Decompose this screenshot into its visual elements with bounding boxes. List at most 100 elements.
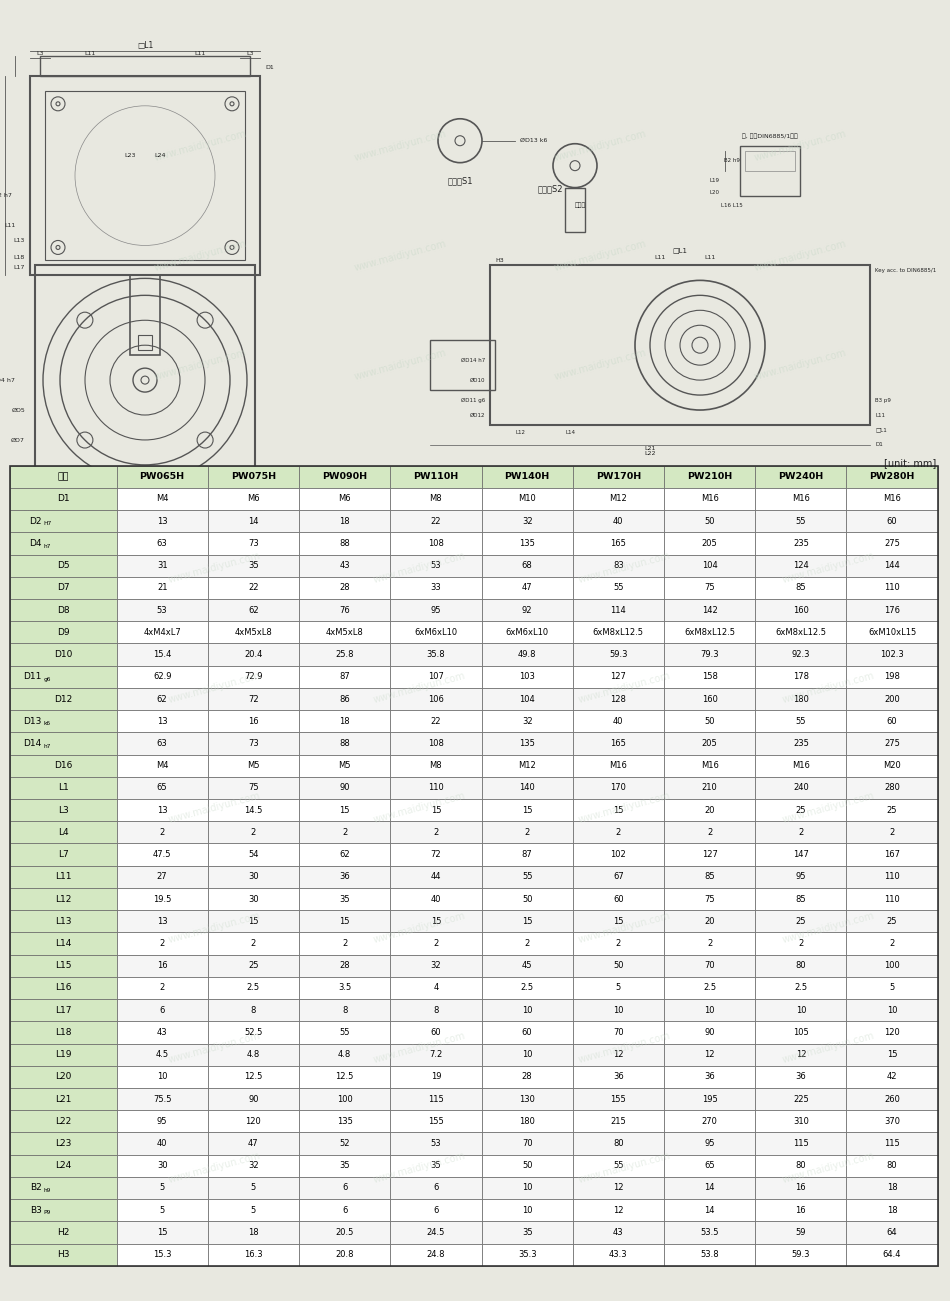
Bar [664,488,755,510]
Bar [573,488,664,510]
Bar [573,865,664,887]
Bar [482,1110,573,1132]
Text: 43: 43 [613,1228,624,1237]
Text: 270: 270 [702,1116,717,1125]
Text: 147: 147 [793,850,808,859]
Bar [664,576,755,598]
Text: www.maidiyun.com: www.maidiyun.com [371,1151,466,1185]
Text: 106: 106 [428,695,444,704]
Text: 90: 90 [339,783,350,792]
Text: 49.8: 49.8 [518,650,537,660]
Text: 65: 65 [704,1162,715,1171]
Bar [846,1110,938,1132]
Text: 12.5: 12.5 [335,1072,353,1081]
Bar [573,666,664,688]
Text: ØD8: ØD8 [208,497,222,502]
Text: www.maidiyun.com: www.maidiyun.com [752,238,847,273]
Text: 2: 2 [524,827,530,837]
Text: B2 h9: B2 h9 [724,159,740,163]
Bar [482,777,573,799]
Bar [846,621,938,644]
Text: 21: 21 [157,583,167,592]
Bar [299,1066,390,1088]
Text: www.maidiyun.com: www.maidiyun.com [553,238,647,273]
Text: ØD4 h7: ØD4 h7 [14,492,35,497]
Bar [208,1088,299,1110]
Text: 10: 10 [522,1184,532,1193]
Bar [846,1132,938,1155]
Text: 87: 87 [339,673,350,682]
Text: 42: 42 [887,1072,898,1081]
Bar [755,843,846,865]
Bar [846,666,938,688]
Text: 2.5: 2.5 [247,984,260,993]
Text: 160: 160 [793,605,808,614]
Text: 75: 75 [704,583,715,592]
Text: 55: 55 [613,583,623,592]
Bar [299,732,390,755]
Text: h7: h7 [44,744,51,748]
Text: 6: 6 [433,1184,439,1193]
Text: 102.3: 102.3 [881,650,904,660]
Text: □L1: □L1 [673,247,688,254]
Bar [664,755,755,777]
Bar [755,1155,846,1177]
Text: PW065H: PW065H [140,472,184,481]
Text: 15: 15 [339,805,350,814]
Bar [390,977,482,999]
Bar [573,644,664,666]
Text: 235: 235 [793,739,808,748]
Text: 15: 15 [157,1228,167,1237]
Text: 142: 142 [702,605,717,614]
Text: 7.2: 7.2 [429,1050,443,1059]
Bar [117,911,208,933]
Text: 155: 155 [611,1094,626,1103]
Bar [10,1177,117,1200]
Text: 4.5: 4.5 [156,1050,169,1059]
Bar [846,688,938,710]
Text: 50: 50 [522,1162,532,1171]
Text: D10: D10 [54,650,72,660]
Text: 2: 2 [433,827,439,837]
Bar [10,1021,117,1043]
Text: 15: 15 [339,917,350,926]
Text: PW240H: PW240H [778,472,824,481]
Text: 15: 15 [613,917,623,926]
Text: 40: 40 [613,717,623,726]
Text: ØD7: ØD7 [11,437,25,442]
Bar [664,598,755,621]
Text: L17: L17 [13,265,25,269]
Text: 95: 95 [157,1116,167,1125]
Bar [755,1244,846,1266]
Bar [573,554,664,576]
Bar [664,1177,755,1200]
Bar [482,644,573,666]
Text: 275: 275 [884,739,900,748]
Bar [573,1110,664,1132]
Text: ØD5 h7: ØD5 h7 [14,483,35,488]
Text: 65: 65 [157,783,167,792]
Text: L13: L13 [55,917,71,926]
Text: 180: 180 [520,1116,535,1125]
Bar [664,955,755,977]
Text: 128: 128 [611,695,626,704]
Text: 2: 2 [160,939,164,948]
Text: 5: 5 [160,1184,164,1193]
Text: 83: 83 [613,561,624,570]
Bar [390,598,482,621]
Bar [10,1222,117,1244]
Text: 205: 205 [702,539,717,548]
Text: ØD5: ØD5 [11,407,25,412]
Bar [664,911,755,933]
Text: 15: 15 [522,917,532,926]
Text: 198: 198 [884,673,900,682]
Bar [10,843,117,865]
Text: g6: g6 [44,677,51,682]
Bar [390,1132,482,1155]
Text: 120: 120 [884,1028,900,1037]
Bar [117,666,208,688]
Bar [755,532,846,554]
Bar [573,510,664,532]
Text: 8: 8 [251,1006,256,1015]
Text: D9: D9 [57,628,69,637]
